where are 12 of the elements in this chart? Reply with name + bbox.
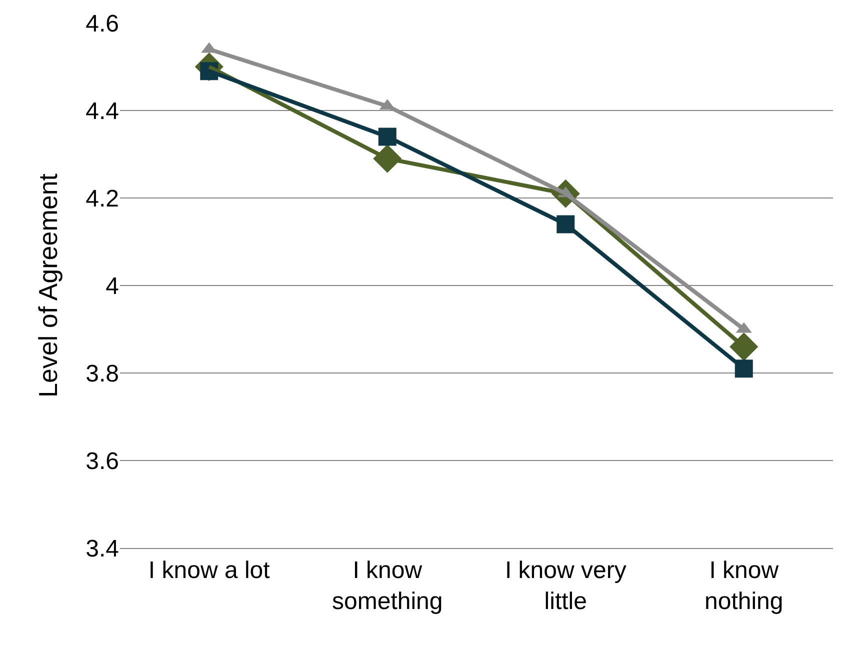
y-tick-label: 3.8: [86, 360, 119, 388]
x-tick-label: I know very little: [504, 556, 626, 615]
y-tick-label: 4.2: [86, 185, 119, 212]
y-tick-label: 4: [106, 272, 119, 300]
y-tick-label: 3.6: [86, 448, 119, 475]
x-tick-label: I know something: [332, 556, 443, 615]
x-tick-label: I know a lot: [148, 556, 270, 584]
y-tick-label: 3.4: [86, 535, 119, 562]
y-tick-label: 4.4: [86, 98, 119, 125]
y-axis-title: Level of Agreement: [33, 172, 64, 398]
y-tick-label: 4.6: [86, 10, 119, 38]
x-tick-label: I know nothing: [704, 556, 784, 615]
